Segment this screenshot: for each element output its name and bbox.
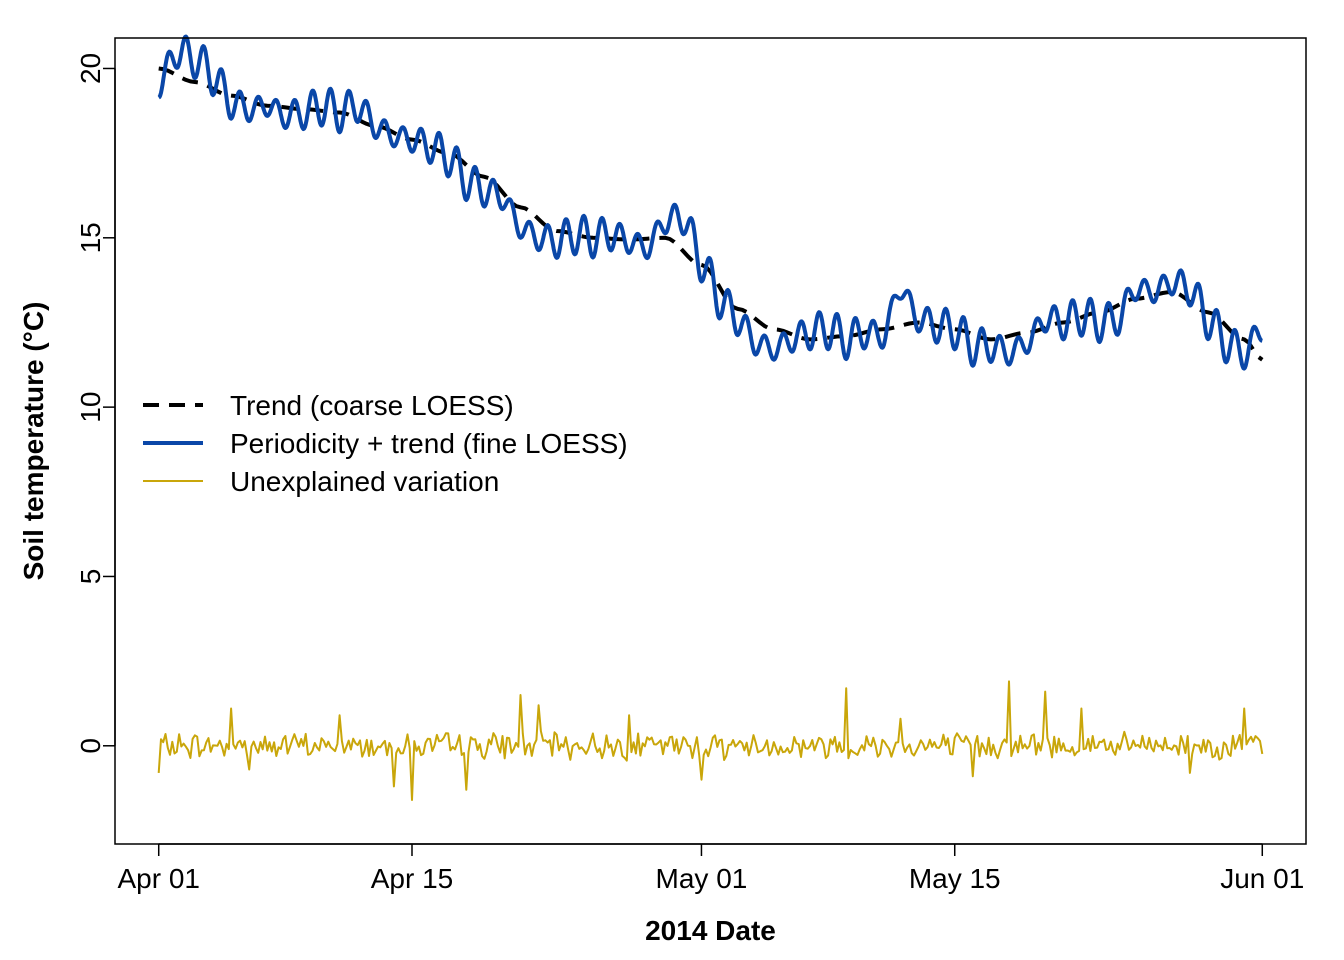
x-tick-label: Apr 01 bbox=[117, 863, 200, 894]
y-tick-label: 20 bbox=[75, 53, 106, 84]
legend-label-2: Periodicity + trend (fine LOESS) bbox=[230, 428, 628, 459]
series-line-2 bbox=[157, 34, 1264, 371]
y-tick-label: 0 bbox=[75, 738, 106, 754]
x-axis: Apr 01 Apr 15 May 01 May 15 Jun 01 bbox=[117, 843, 1304, 894]
x-tick-label: Apr 15 bbox=[371, 863, 454, 894]
x-axis-title: 2014 Date bbox=[645, 915, 776, 946]
plot-area bbox=[157, 34, 1264, 801]
y-axis-title: Soil temperature (°C) bbox=[18, 302, 49, 581]
legend-label-1: Trend (coarse LOESS) bbox=[230, 390, 514, 421]
x-tick-label: May 15 bbox=[909, 863, 1001, 894]
y-tick-label: 15 bbox=[75, 222, 106, 253]
x-tick-label: May 01 bbox=[656, 863, 748, 894]
y-axis: 0 5 10 15 20 bbox=[75, 53, 116, 754]
y-tick-label: 5 bbox=[75, 569, 106, 585]
series-line-3 bbox=[157, 680, 1264, 801]
y-tick-label: 10 bbox=[75, 392, 106, 423]
x-tick-label: Jun 01 bbox=[1220, 863, 1304, 894]
legend: Trend (coarse LOESS) Periodicity + trend … bbox=[143, 390, 628, 497]
legend-label-3: Unexplained variation bbox=[230, 466, 499, 497]
